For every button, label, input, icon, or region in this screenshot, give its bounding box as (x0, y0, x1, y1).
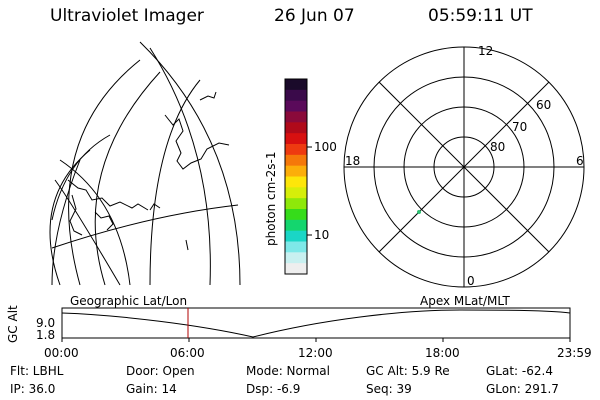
info-ip: IP: 36.0 (10, 382, 56, 396)
info-glat: GLat: -62.4 (486, 364, 553, 378)
altitude-curve (61, 309, 571, 338)
mlt-label-0: 0 (467, 274, 475, 288)
ytick-9: 9.0 (36, 316, 56, 330)
info-seq: Seq: 39 (366, 382, 412, 396)
colorbar-segment (285, 154, 307, 167)
xtick-06: 06:00 (170, 346, 205, 360)
ytick-1-8: 1.8 (36, 328, 56, 342)
date-label: 26 Jun 07 (274, 6, 355, 26)
mlt-label-6: 6 (576, 154, 584, 168)
mlat-label-60: 60 (536, 98, 552, 112)
colorbar-tick-100: 100 (314, 140, 337, 154)
instrument-title: Ultraviolet Imager (50, 6, 204, 26)
xtick-18: 18:00 (425, 346, 460, 360)
colorbar-segment (285, 79, 307, 91)
mlt-label-12: 12 (478, 44, 494, 58)
xtick-00: 00:00 (44, 346, 79, 360)
timeline-right-title: Apex MLat/MLT (420, 294, 510, 308)
timeline-left-title: Geographic Lat/Lon (70, 294, 188, 308)
colorbar-segment (285, 263, 307, 275)
xtick-2359: 23:59 (557, 346, 592, 360)
colorbar-segment (285, 219, 307, 232)
xtick-12: 12:00 (298, 346, 333, 360)
colorbar-segment (285, 111, 307, 123)
colorbar-segment (285, 100, 307, 112)
colorbar-segment (285, 230, 307, 242)
colorbar-segment (285, 133, 307, 145)
info-mode: Mode: Normal (246, 364, 330, 378)
colorbar-segment (285, 165, 307, 177)
colorbar-segment (285, 176, 307, 188)
info-dsp: Dsp: -6.9 (246, 382, 301, 396)
colorbar-segment (285, 187, 307, 199)
colorbar-segment (285, 144, 307, 156)
mlat-label-80: 80 (490, 140, 506, 154)
colorbar-segment (285, 209, 307, 221)
info-flt: Flt: LBHL (10, 364, 64, 378)
colorbar-segment (285, 241, 307, 253)
colorbar-segment (285, 198, 307, 210)
aurora-point (417, 210, 421, 214)
info-gcalt: GC Alt: 5.9 Re (366, 364, 450, 378)
info-gain: Gain: 14 (126, 382, 177, 396)
colorbar-segment (285, 252, 307, 264)
info-door: Door: Open (126, 364, 195, 378)
colorbar-tick-10: 10 (314, 228, 330, 242)
colorbar-segment (285, 89, 307, 102)
mlt-label-18: 18 (345, 154, 361, 168)
mlat-label-70: 70 (512, 120, 528, 134)
info-glon: GLon: 291.7 (486, 382, 559, 396)
time-label: 05:59:11 UT (428, 6, 533, 26)
colorbar-segment (285, 122, 307, 134)
